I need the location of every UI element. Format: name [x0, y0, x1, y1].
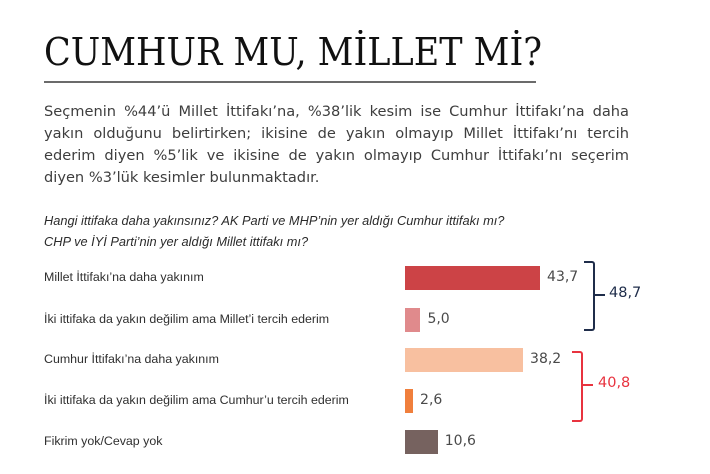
bar-value: 10,6	[444, 433, 476, 449]
title-underline	[44, 81, 536, 83]
intro-paragraph: Seçmenin %44’ü Millet İttifakı’na, %38’l…	[44, 103, 629, 186]
row-label: Millet İttifakı’na daha yakınım	[44, 270, 204, 284]
bar-millet-prefer	[405, 308, 421, 332]
bar-value: 43,7	[547, 269, 579, 285]
bar-value: 2,6	[420, 392, 443, 408]
chart-row-cumhur-close: Cumhur İttifakı’na daha yakınım 38,2	[0, 348, 710, 372]
bar-cumhur-close	[405, 348, 524, 372]
survey-question: Hangi ittifaka daha yakınsınız? AK Parti…	[44, 210, 684, 252]
chart-row-cumhur-prefer: İki ittifaka da yakın değilim ama Cumhur…	[0, 389, 710, 413]
survey-question-line-1: Hangi ittifaka daha yakınsınız? AK Parti…	[44, 213, 505, 228]
row-label: Cumhur İttifakı’na daha yakınım	[44, 352, 219, 366]
bracket-cumhur-total	[572, 351, 583, 422]
bar-no-opinion	[405, 430, 438, 454]
bracket-tick	[583, 384, 593, 386]
chart-row-no-opinion: Fikrim yok/Cevap yok 10,6	[0, 430, 710, 454]
group-total-millet: 48,7	[609, 285, 642, 301]
chart-row-millet-close: Millet İttifakı’na daha yakınım 43,7	[0, 266, 710, 290]
bracket-millet-total	[584, 261, 595, 331]
bar-value: 5,0	[427, 311, 450, 327]
survey-question-line-2: CHP ve İYİ Parti’nin yer aldığı Millet i…	[44, 234, 309, 249]
group-total-cumhur: 40,8	[598, 375, 631, 391]
row-label: İki ittifaka da yakın değilim ama Millet…	[44, 312, 330, 326]
bracket-tick	[595, 294, 605, 296]
row-label: İki ittifaka da yakın değilim ama Cumhur…	[44, 393, 349, 407]
bar-millet-close	[405, 266, 541, 290]
page-title: CUMHUR MU, MİLLET Mİ?	[44, 30, 543, 74]
chart-row-millet-prefer: İki ittifaka da yakın değilim ama Millet…	[0, 308, 710, 332]
bar-value: 38,2	[530, 351, 562, 367]
bar-cumhur-prefer	[405, 389, 414, 413]
row-label: Fikrim yok/Cevap yok	[44, 434, 163, 448]
